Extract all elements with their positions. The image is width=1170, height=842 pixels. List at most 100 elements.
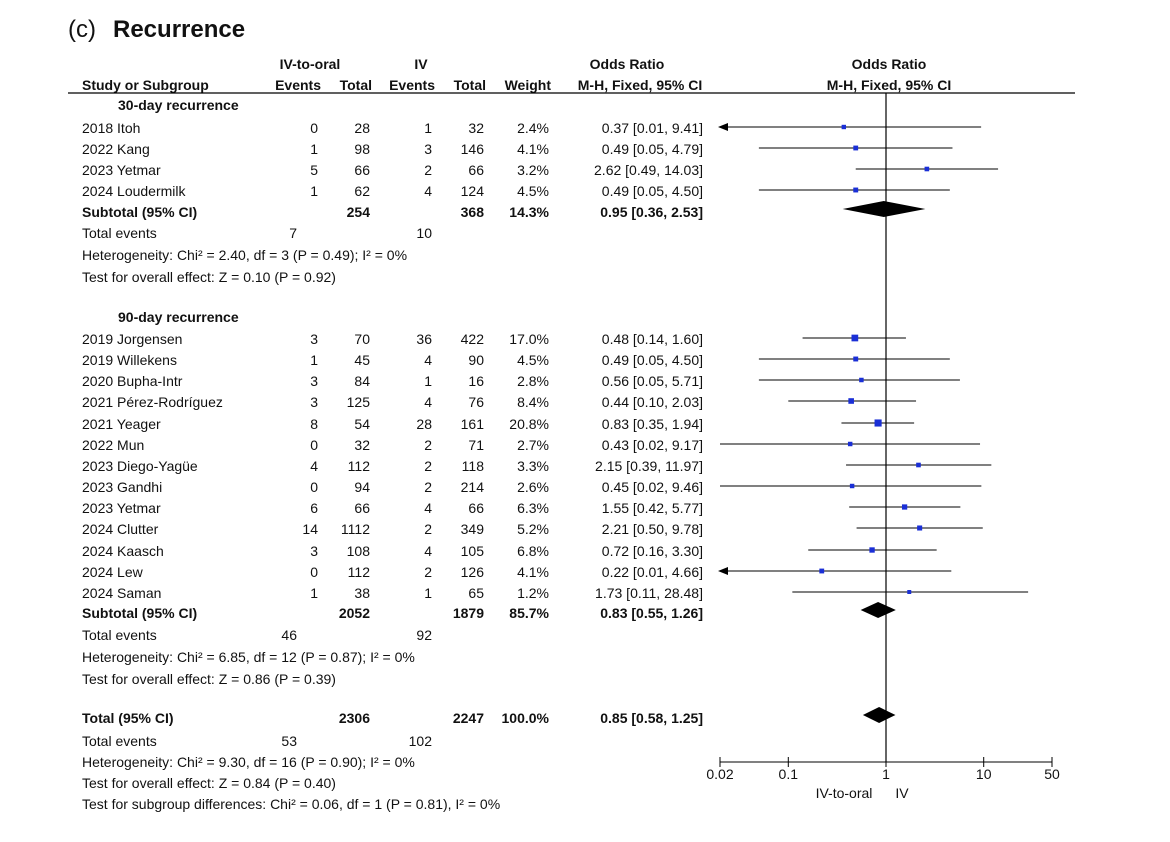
study-point-marker	[924, 166, 930, 172]
total-iv-oral: 32	[354, 437, 370, 453]
x-tick-label: 50	[1044, 766, 1060, 782]
events-iv-oral: 14	[302, 521, 318, 537]
heterogeneity-text: Heterogeneity: Chi² = 9.30, df = 16 (P =…	[82, 754, 415, 770]
or-method-header: M-H, Fixed, 95% CI	[577, 77, 703, 93]
study-label: 2024 Loudermilk	[82, 183, 186, 199]
weight-value: 2.6%	[517, 479, 549, 495]
weight-value: 5.2%	[517, 521, 549, 537]
or-ci-value: 0.37 [0.01, 9.41]	[601, 120, 703, 136]
study-label: 2019 Willekens	[82, 352, 177, 368]
study-col-header: Study or Subgroup	[82, 77, 209, 93]
total-iv-oral: 112	[347, 458, 370, 474]
subtotal-total-iv: 1879	[452, 605, 484, 621]
events-iv-oral: 0	[310, 437, 318, 453]
or-ci-value: 1.55 [0.42, 5.77]	[601, 500, 703, 516]
overall-effect-text: Test for overall effect: Z = 0.86 (P = 0…	[82, 671, 336, 687]
study-point-marker	[853, 145, 859, 151]
or-ci-value: 0.22 [0.01, 4.66]	[601, 564, 703, 580]
events-iv: 3	[424, 141, 432, 157]
total-iv-oral: 94	[354, 479, 370, 495]
events-iv-oral: 8	[310, 416, 318, 432]
study-label: 2022 Kang	[82, 141, 150, 157]
or-header: Odds Ratio	[589, 56, 665, 72]
weight-value: 8.4%	[517, 394, 549, 410]
study-label: 2020 Bupha-Intr	[82, 373, 183, 389]
weight-value: 6.3%	[517, 500, 549, 516]
total-iv-oral: 70	[354, 331, 370, 347]
weight-value: 20.8%	[509, 416, 549, 432]
events-iv-oral: 5	[310, 162, 318, 178]
x-tick-label: 0.02	[706, 766, 734, 782]
total-iv-oral: 98	[354, 141, 370, 157]
subtotal-or-ci: 0.95 [0.36, 2.53]	[600, 204, 703, 220]
or-ci-value: 0.43 [0.02, 9.17]	[601, 437, 703, 453]
total-events-iv: 92	[416, 627, 432, 643]
events-iv-oral: 6	[310, 500, 318, 516]
events-iv: 2	[424, 162, 432, 178]
total-events-label: Total events	[82, 627, 157, 643]
events-iv: 2	[424, 458, 432, 474]
plot-or-header: Odds Ratio	[851, 56, 927, 72]
or-ci-value: 2.21 [0.50, 9.78]	[601, 521, 703, 537]
total-iv: 161	[460, 416, 484, 432]
x-tick-label: 1	[882, 766, 890, 782]
group1-header: IV-to-oral	[279, 56, 341, 72]
study-label: 2024 Lew	[82, 564, 143, 580]
total-events-iv-oral: 46	[281, 627, 297, 643]
weight-header: Weight	[504, 77, 551, 93]
study-point-marker	[819, 568, 825, 574]
subgroup-title: 90-day recurrence	[118, 309, 239, 325]
total-iv-oral: 125	[346, 394, 370, 410]
study-point-marker	[874, 419, 882, 427]
x-tick-label: 10	[975, 766, 992, 782]
subtotal-total-iv-oral: 2052	[338, 605, 370, 621]
weight-value: 3.2%	[517, 162, 549, 178]
study-label: 2023 Diego-Yagüe	[82, 458, 198, 474]
events-iv: 4	[424, 500, 432, 516]
events-iv-oral: 0	[310, 564, 318, 580]
total-or-ci: 0.85 [0.58, 1.25]	[600, 710, 703, 726]
events-iv-oral: 1	[310, 352, 318, 368]
study-label: 2024 Kaasch	[82, 543, 164, 559]
events-iv-oral: 3	[310, 373, 318, 389]
weight-value: 3.3%	[517, 458, 549, 474]
or-ci-value: 0.45 [0.02, 9.46]	[601, 479, 703, 495]
figure-title: Recurrence	[113, 16, 246, 43]
total-iv: 65	[468, 585, 484, 601]
study-point-marker	[841, 124, 847, 130]
study-point-marker	[917, 525, 923, 531]
total-events-label: Total events	[82, 225, 157, 241]
total-iv-oral: 112	[347, 564, 370, 580]
weight-value: 6.8%	[517, 543, 549, 559]
or-ci-value: 0.49 [0.05, 4.50]	[601, 183, 703, 199]
total-iv: 118	[461, 458, 484, 474]
study-point-marker	[869, 547, 875, 553]
subtotal-or-ci: 0.83 [0.55, 1.26]	[600, 605, 703, 621]
study-label: 2019 Jorgensen	[82, 331, 183, 347]
plot-method-header: M-H, Fixed, 95% CI	[826, 77, 952, 93]
total-events-iv-oral: 53	[281, 733, 297, 749]
heterogeneity-text: Heterogeneity: Chi² = 6.85, df = 12 (P =…	[82, 649, 415, 665]
weight-value: 2.8%	[517, 373, 549, 389]
or-ci-value: 2.15 [0.39, 11.97]	[595, 458, 703, 474]
or-ci-value: 0.72 [0.16, 3.30]	[601, 543, 703, 559]
total-iv: 71	[468, 437, 484, 453]
study-point-marker	[901, 504, 908, 510]
weight-value: 1.2%	[517, 585, 549, 601]
weight-value: 4.1%	[517, 564, 549, 580]
study-label: 2024 Clutter	[82, 521, 159, 537]
events-iv: 2	[424, 564, 432, 580]
total-iv-oral: 66	[354, 500, 370, 516]
total-total-iv: 2247	[452, 710, 484, 726]
or-ci-value: 0.49 [0.05, 4.79]	[601, 141, 703, 157]
weight-value: 2.7%	[517, 437, 549, 453]
total-iv: 76	[468, 394, 484, 410]
events-iv: 1	[424, 373, 432, 389]
events-iv: 1	[424, 120, 432, 136]
events-iv-oral: 3	[310, 331, 318, 347]
total-iv-oral: 38	[354, 585, 370, 601]
or-ci-value: 0.56 [0.05, 5.71]	[601, 373, 703, 389]
study-label: 2021 Pérez-Rodríguez	[82, 394, 223, 410]
total-label: Total (95% CI)	[82, 710, 174, 726]
